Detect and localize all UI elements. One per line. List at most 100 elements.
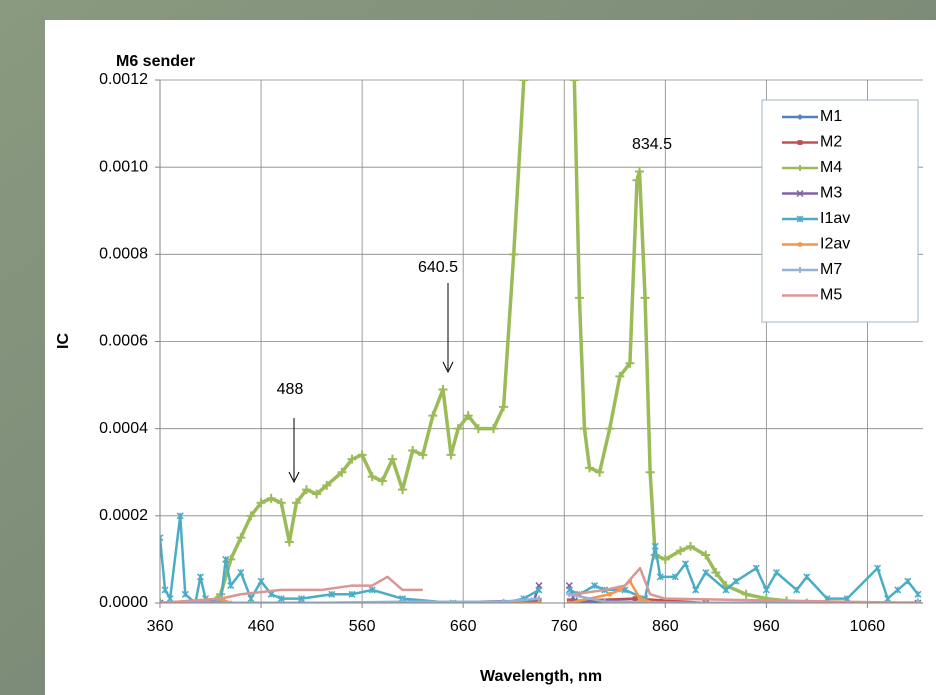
marker	[761, 594, 771, 603]
marker	[873, 564, 882, 572]
marker	[681, 560, 690, 568]
marker	[574, 293, 584, 303]
y-tick-label: 0.0006	[99, 333, 148, 350]
marker	[894, 586, 902, 594]
marker	[797, 267, 803, 273]
arrow-head	[442, 361, 454, 374]
y-tick-label: 0.0004	[99, 420, 148, 437]
marker	[772, 568, 780, 577]
marker	[797, 114, 803, 120]
marker	[166, 595, 174, 603]
marker	[499, 402, 509, 412]
marker	[904, 577, 912, 585]
marker	[803, 573, 811, 581]
legend-label: I2av	[820, 236, 850, 253]
marker	[585, 463, 595, 473]
marker	[914, 600, 921, 603]
annotation: 640.5	[418, 259, 458, 276]
annotation: 488	[277, 381, 304, 398]
marker	[632, 175, 642, 185]
x-axis-title: Wavelength, nm	[480, 668, 602, 685]
marker	[651, 542, 659, 550]
marker	[322, 480, 332, 490]
marker	[337, 467, 347, 477]
chart-title: M6 sender	[116, 53, 195, 70]
x-tick-label: 1060	[850, 618, 886, 635]
marker	[605, 424, 615, 434]
marker	[226, 554, 236, 564]
marker	[312, 489, 322, 499]
y-tick-label: 0.0010	[99, 158, 148, 175]
legend-label: M3	[820, 185, 842, 202]
marker	[438, 384, 448, 394]
marker	[357, 450, 367, 460]
marker	[535, 595, 542, 602]
series-line	[160, 566, 918, 603]
marker	[399, 598, 406, 603]
marker	[500, 598, 507, 603]
marker	[302, 485, 312, 495]
marker	[914, 590, 922, 598]
legend: M1 M2 M4 M3 I1av I2av M7 M5	[761, 99, 919, 323]
marker	[160, 534, 164, 542]
marker	[640, 293, 650, 303]
marker	[752, 564, 760, 572]
x-tick-label: 860	[652, 618, 679, 635]
marker	[732, 577, 740, 585]
x-tick-label: 960	[753, 618, 780, 635]
marker	[702, 599, 710, 603]
marker	[196, 573, 204, 581]
marker	[227, 582, 235, 590]
y-tick-label: 0.0012	[99, 71, 148, 88]
marker	[591, 582, 599, 590]
marker	[671, 573, 679, 581]
marker	[291, 498, 301, 508]
marker	[579, 424, 589, 434]
marker	[741, 589, 751, 599]
marker	[408, 445, 418, 455]
series-line	[160, 80, 918, 603]
marker	[711, 567, 721, 577]
marker	[266, 493, 276, 503]
marker	[247, 595, 255, 603]
marker	[428, 411, 438, 421]
legend-label: M4	[820, 159, 842, 176]
annotations: 488 640.5 834.5	[277, 136, 672, 484]
y-axis-title: IC	[55, 333, 72, 349]
marker	[797, 242, 803, 247]
marker	[615, 371, 625, 381]
marker	[701, 550, 711, 560]
marker	[536, 600, 542, 603]
marker	[635, 167, 645, 177]
marker	[222, 555, 230, 563]
marker	[257, 577, 265, 585]
marker	[722, 586, 730, 594]
legend-label: M5	[820, 287, 842, 304]
marker	[377, 476, 387, 486]
marker	[601, 598, 608, 603]
marker	[519, 80, 529, 85]
marker	[645, 467, 655, 477]
legend-label: M7	[820, 261, 842, 278]
marker	[387, 454, 397, 464]
marker	[161, 586, 169, 594]
y-tick-label: 0.0008	[99, 246, 148, 263]
x-tick-label: 760	[551, 618, 578, 635]
marker	[625, 358, 635, 368]
marker	[418, 450, 428, 460]
marker	[607, 591, 613, 597]
y-tick-label: 0.0000	[99, 594, 148, 611]
marker	[797, 140, 803, 145]
marker	[702, 600, 709, 603]
marker	[246, 511, 256, 521]
marker	[236, 533, 246, 543]
marker	[762, 586, 770, 594]
marker	[617, 587, 623, 593]
marker	[453, 424, 463, 434]
marker	[256, 498, 266, 508]
marker	[796, 189, 804, 198]
marker	[656, 573, 664, 581]
marker	[535, 586, 543, 594]
marker	[569, 80, 579, 85]
